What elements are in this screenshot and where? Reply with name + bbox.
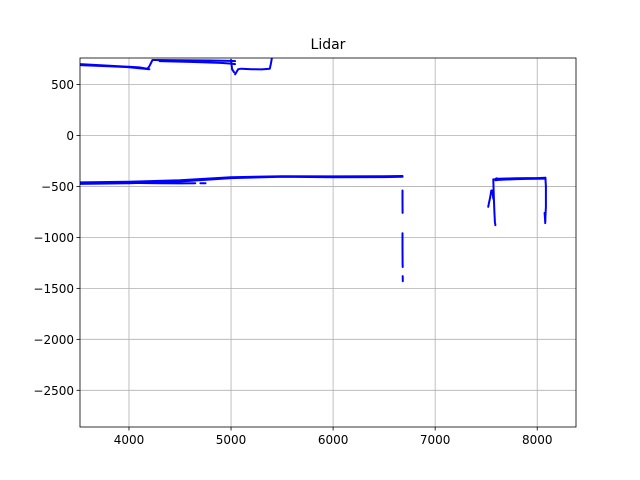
- lidar-scan-segment: [543, 211, 547, 223]
- x-tick-label: 6000: [318, 433, 349, 447]
- lidar-scan-segment: [492, 178, 497, 227]
- lidar-scan-segment: [494, 177, 547, 182]
- data-series-group: [80, 58, 547, 283]
- data-series: [80, 58, 547, 283]
- chart-title: Lidar: [311, 37, 346, 53]
- x-tick-label: 8000: [522, 433, 553, 447]
- x-axis-ticks: 4000 5000 6000 7000 8000: [114, 427, 553, 447]
- y-tick-label: −2500: [33, 384, 74, 398]
- y-tick-label: −1000: [33, 231, 74, 245]
- grid-lines: [80, 58, 576, 427]
- plot-frame: [79, 57, 577, 428]
- x-tick-label: 5000: [216, 433, 247, 447]
- lidar-scan-segment: [80, 64, 151, 71]
- y-tick-label: −2000: [33, 333, 74, 347]
- y-tick-label: 0: [66, 129, 74, 143]
- y-tick-label: −500: [41, 180, 74, 194]
- y-axis-ticks: 500 0 −500 −1000 −1500 −2000 −2500: [33, 78, 80, 398]
- lidar-scan-segment: [128, 181, 197, 185]
- x-tick-label: 7000: [420, 433, 451, 447]
- x-tick-label: 4000: [114, 433, 145, 447]
- lidar-scan-segment: [234, 58, 273, 76]
- lidar-scan-segment: [487, 189, 495, 208]
- lidar-scan-segment: [152, 59, 237, 63]
- lidar-scan-segment: [230, 59, 236, 74]
- y-tick-label: 500: [51, 78, 74, 92]
- y-tick-label: −1500: [33, 282, 74, 296]
- axes: [79, 57, 577, 428]
